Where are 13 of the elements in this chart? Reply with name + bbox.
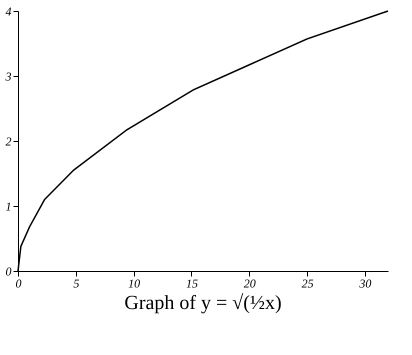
y-tick-label: 4 xyxy=(6,4,12,18)
y-tick-label: 3 xyxy=(4,70,12,84)
x-tick-label: 10 xyxy=(128,276,140,290)
y-tick-label: 1 xyxy=(6,200,12,214)
x-tick-label: 25 xyxy=(302,276,314,290)
x-tick-label: 30 xyxy=(358,276,372,290)
x-tick-label: 5 xyxy=(73,276,80,290)
x-tick-label: 20 xyxy=(244,276,256,290)
text: Graph of y = √(½x) xyxy=(124,292,282,314)
x-tick-label: 15 xyxy=(186,276,198,290)
x-tick-label: 0 xyxy=(16,276,22,290)
y-tick-label: 0 xyxy=(6,264,12,278)
y-tick-label: 2 xyxy=(6,134,12,148)
